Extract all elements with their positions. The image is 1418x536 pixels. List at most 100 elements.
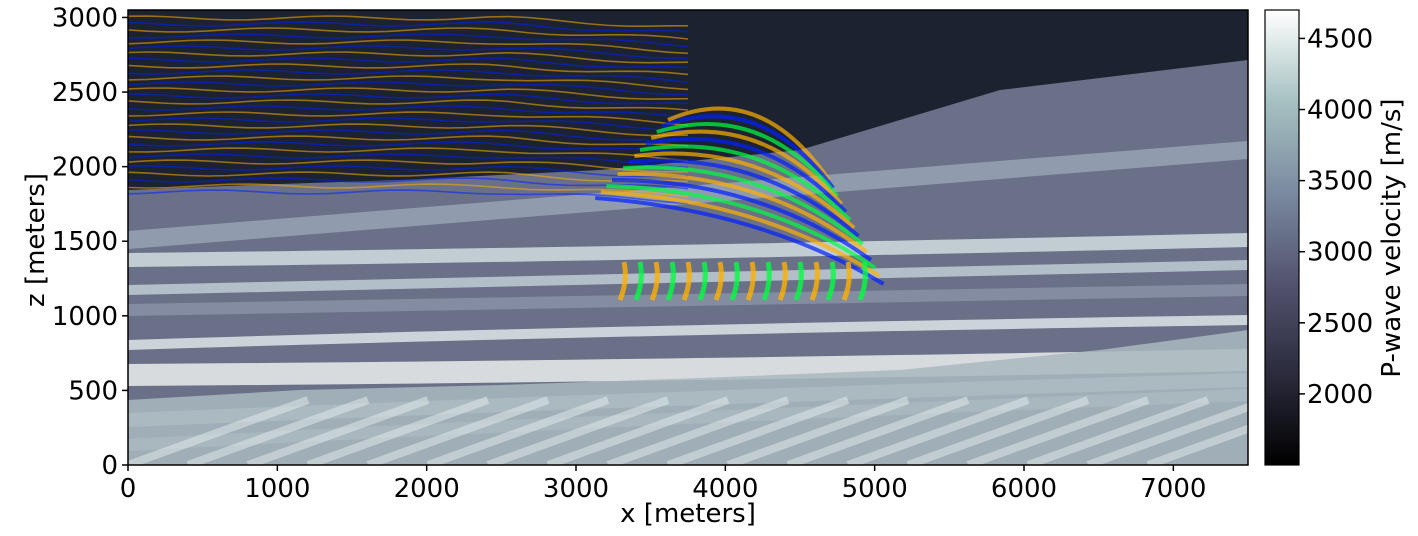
wave-line [128, 147, 689, 162]
wave-line [128, 33, 689, 48]
colorbar-tick-label: 2500 [1307, 309, 1373, 339]
wavefront [649, 261, 660, 301]
wavefront [761, 261, 772, 301]
wave-line [128, 135, 689, 147]
stripe [426, 396, 610, 465]
x-tick-label: 4000 [692, 474, 758, 504]
plot-frame [127, 9, 1249, 466]
wavefront [793, 261, 804, 301]
y-axis: 0 500 1000 1500 2000 2500 3000 [52, 3, 128, 481]
wavefront [729, 261, 740, 301]
velocity-image [128, 10, 1248, 465]
wavefront [623, 165, 864, 246]
wave-line [128, 39, 689, 55]
wavefront [857, 261, 868, 301]
wavefront [656, 122, 839, 198]
stripe [786, 396, 970, 465]
stripe [666, 396, 850, 465]
y-tick-label: 2000 [52, 153, 118, 183]
wavefront [809, 261, 820, 301]
wave-line [128, 15, 689, 27]
stripe [128, 396, 310, 465]
wavefront [745, 261, 756, 301]
wave-line [128, 75, 689, 91]
stripe [546, 396, 730, 465]
stripe [966, 396, 1150, 465]
wave-line [128, 129, 689, 141]
wavefront [667, 106, 831, 182]
wavefront [697, 261, 708, 301]
wave-line [128, 81, 689, 96]
colorbar-tick-label: 3500 [1307, 167, 1373, 197]
wavefront [645, 137, 848, 214]
wave-line [128, 105, 689, 119]
wave-line [128, 153, 689, 169]
velocity-band [128, 284, 1248, 316]
wave-line [128, 57, 689, 69]
stripe [906, 396, 1090, 465]
wave-line [128, 117, 689, 132]
velocity-band [128, 260, 1248, 295]
y-tick-label: 1000 [52, 302, 118, 332]
wavefront [633, 261, 644, 301]
x-tick-label: 7000 [1140, 474, 1206, 504]
stripe [486, 396, 670, 465]
x-tick-label: 0 [120, 474, 137, 504]
wave-line [128, 123, 689, 137]
stripe [246, 396, 430, 465]
wavefront [777, 261, 788, 301]
wave-line [128, 21, 689, 33]
wave-line [128, 111, 689, 127]
y-tick-label: 2500 [52, 78, 118, 108]
colorbar-tick-label: 3000 [1307, 238, 1373, 268]
wavefront [713, 261, 724, 301]
wave-line [128, 93, 689, 105]
wavefront [634, 151, 856, 230]
wave-line [128, 45, 689, 59]
stripe [726, 396, 910, 465]
colorbar-label: P-wave velocity [m/s] [1377, 98, 1407, 377]
wavefront [650, 129, 844, 206]
x-tick-label: 5000 [842, 474, 908, 504]
wave-line [128, 99, 689, 111]
wavefront [681, 261, 692, 301]
stripe [1026, 396, 1210, 465]
colorbar-axis: 2000 2500 3000 3500 4000 4500 [1299, 24, 1373, 410]
wavefront [825, 261, 836, 301]
x-tick-label: 2000 [394, 474, 460, 504]
stripe [366, 396, 550, 465]
colorbar [1264, 9, 1300, 466]
y-tick-label: 0 [101, 451, 118, 481]
y-axis-label: z [meters] [21, 173, 51, 307]
wave-line [128, 69, 689, 84]
x-tick-label: 1000 [244, 474, 310, 504]
stripe [606, 396, 790, 465]
wavefront [661, 114, 835, 190]
colorbar-tick-label: 2000 [1307, 380, 1373, 410]
wavefront [617, 171, 869, 254]
wavefront [611, 178, 873, 262]
wave-line [128, 189, 689, 205]
wave-line [128, 27, 689, 40]
wavefront [600, 190, 881, 278]
stripe [846, 396, 1030, 465]
wavefront [606, 184, 877, 270]
wave-line [128, 141, 689, 155]
y-tick-label: 3000 [52, 3, 118, 33]
wave-line [128, 87, 689, 100]
colorbar-tick-label: 4000 [1307, 96, 1373, 126]
velocity-band [128, 315, 1248, 350]
x-tick-label: 3000 [543, 474, 609, 504]
wavefront [617, 261, 628, 301]
x-axis-label: x [meters] [620, 499, 756, 529]
wavefront [665, 261, 676, 301]
wave-line [128, 63, 689, 76]
wavefront [639, 144, 852, 222]
stripe [1146, 424, 1248, 465]
wavefront [628, 158, 860, 238]
wavefront [841, 261, 852, 301]
wave-line [128, 159, 689, 173]
y-tick-label: 500 [68, 376, 118, 406]
wave-line [128, 183, 689, 198]
velocity-band [128, 233, 1248, 267]
